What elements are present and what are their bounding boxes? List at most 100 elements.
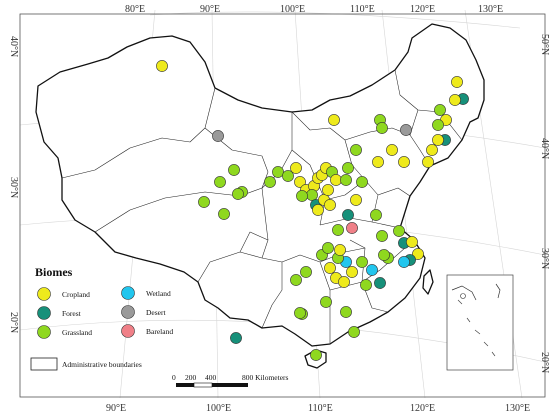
site-marker-grassland [310,349,322,361]
site-marker-cropland [346,266,358,278]
site-marker-grassland [393,225,405,237]
legend-swatch-grassland [37,325,51,339]
site-marker-grassland [320,296,332,308]
site-marker-cropland [372,156,384,168]
site-marker-grassland [356,176,368,188]
site-marker-cropland [412,248,424,260]
site-marker-grassland [348,326,360,338]
legend-swatch-forest [37,306,51,320]
site-marker-grassland [350,144,362,156]
site-marker-grassland [370,209,382,221]
site-marker-grassland [294,307,306,319]
left-tick-30n: 30°N [8,177,19,198]
scale-tick-200: 200 [185,373,197,382]
legend-label-boundaries: Administrative boundaries [62,360,142,369]
site-marker-grassland [290,274,302,286]
map-frame [19,13,546,398]
site-marker-bareland [346,222,358,234]
legend-label-desert: Desert [146,308,166,317]
site-marker-desert [212,130,224,142]
site-marker-cropland [386,144,398,156]
site-marker-cropland [334,244,346,256]
top-tick-130e: 130°E [478,4,503,15]
sample-sites [156,60,469,361]
site-marker-cropland [398,156,410,168]
inset-hainan [460,293,466,299]
site-marker-cropland [328,114,340,126]
legend-label-wetland: Wetland [146,289,171,298]
site-marker-cropland [426,144,438,156]
top-tick-80e: 80°E [125,4,145,15]
right-tick-50n: 50°N [539,34,550,55]
legend-swatch-desert [121,305,135,319]
scale-bar: 0 200 400 800 Kilometers [172,373,289,388]
taiwan-island [422,269,434,295]
right-tick-20n: 20°N [539,352,550,373]
inset-islands [457,299,496,357]
site-marker-cropland [451,76,463,88]
site-marker-cropland [449,94,461,106]
site-marker-grassland [432,119,444,131]
site-marker-cropland [338,276,350,288]
site-marker-grassland [340,174,352,186]
site-marker-cropland [294,176,306,188]
site-marker-grassland [300,266,312,278]
legend: Biomes Cropland Forest Grassland Wetland… [30,265,173,371]
site-marker-forest [230,332,242,344]
right-tick-40n: 40°N [539,138,550,159]
site-marker-grassland [356,256,368,268]
site-marker-cropland [290,162,302,174]
site-marker-grassland [378,249,390,261]
site-marker-wetland [366,264,378,276]
site-marker-grassland [228,164,240,176]
bottom-tick-100e: 100°E [206,403,231,414]
site-marker-grassland [342,162,354,174]
site-marker-grassland [340,306,352,318]
site-marker-cropland [324,262,336,274]
inset-coastline [451,285,477,301]
right-tick-30n: 30°N [539,248,550,269]
top-tick-120e: 120°E [410,4,435,15]
site-marker-grassland [272,166,284,178]
site-marker-grassland [232,188,244,200]
left-tick-40n: 40°N [8,36,19,57]
site-marker-grassland [360,279,372,291]
site-marker-cropland [330,174,342,186]
site-marker-cropland [312,204,324,216]
site-marker-cropland [156,60,168,72]
legend-swatch-cropland [37,287,51,301]
scale-tick-800-km: 800 Kilometers [242,373,289,382]
top-tick-100e: 100°E [280,4,305,15]
top-tick-110e: 110°E [350,4,375,15]
legend-label-forest: Forest [62,309,82,318]
bottom-tick-130e: 130°E [505,403,530,414]
scale-tick-400: 400 [205,373,217,382]
legend-swatch-wetland [121,286,135,300]
site-marker-grassland [282,170,294,182]
top-tick-90e: 90°E [200,4,220,15]
site-marker-grassland [198,196,210,208]
bottom-tick-90e: 90°E [106,403,126,414]
legend-label-bareland: Bareland [146,327,173,336]
bottom-tick-110e: 110°E [308,403,333,414]
site-marker-grassland [218,208,230,220]
site-marker-grassland [376,122,388,134]
left-tick-20n: 20°N [8,312,19,333]
site-marker-grassland [322,242,334,254]
site-marker-grassland [376,230,388,242]
legend-swatch-bareland [121,324,135,338]
site-marker-grassland [306,189,318,201]
inset-coast-east [495,283,501,299]
scale-segment-1 [176,383,194,387]
site-marker-cropland [324,199,336,211]
site-marker-grassland [332,224,344,236]
scale-segment-3 [212,383,248,387]
site-marker-grassland [214,176,226,188]
legend-label-grassland: Grassland [62,328,92,337]
site-marker-grassland [264,176,276,188]
scale-segment-2 [193,382,213,388]
site-marker-cropland [350,194,362,206]
legend-title: Biomes [35,265,73,279]
inset-frame [446,274,514,371]
